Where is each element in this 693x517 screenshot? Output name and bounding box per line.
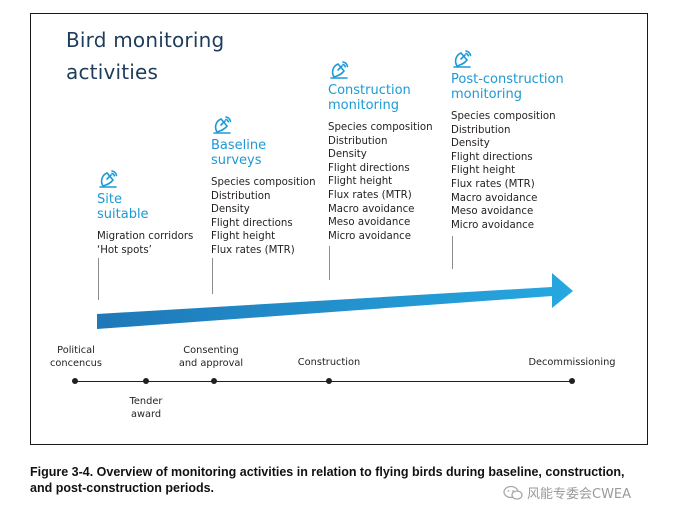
- list-item: Flux rates (MTR): [211, 244, 295, 256]
- stage-items: Migration corridors ‘Hot spots’: [97, 230, 193, 257]
- timeline-label-political-concencus: Political concencus: [50, 345, 102, 369]
- timeline-dot: [72, 378, 78, 384]
- list-item: Flight height: [211, 231, 276, 243]
- list-item: Species composition: [451, 111, 556, 122]
- title-line-2: activities: [66, 60, 159, 84]
- stage-connector-line: [329, 246, 330, 280]
- list-item: Flight directions: [328, 162, 410, 174]
- list-item: Macro avoidance: [328, 203, 415, 215]
- list-item: Distribution: [211, 190, 271, 202]
- stage-site-suitable: Site suitable Migration corridors ‘Hot s…: [97, 168, 193, 257]
- stage-heading: Baseline surveys: [211, 138, 267, 168]
- radar-dish-icon: [330, 61, 349, 79]
- stage-baseline-surveys: Baseline surveys Species composition Dis…: [211, 114, 316, 258]
- list-item: Meso avoidance: [328, 217, 411, 229]
- stage-construction-monitoring: Construction monitoring Species composit…: [328, 59, 433, 243]
- list-item: Species composition: [211, 177, 316, 188]
- timeline-dot: [143, 378, 149, 384]
- timeline-dot: [211, 378, 217, 384]
- figure-caption: Figure 3-4. Overview of monitoring activ…: [30, 465, 625, 495]
- list-item: Migration corridors: [97, 231, 194, 242]
- stage-connector-line: [452, 236, 453, 269]
- list-item: Distribution: [328, 135, 388, 147]
- radar-dish-icon: [213, 116, 232, 134]
- stage-items: Species composition Distribution Density…: [328, 121, 433, 243]
- list-item: Density: [328, 149, 367, 161]
- watermark: 风能专委会CWEA: [503, 483, 631, 502]
- stage-heading: Post-construction monitoring: [451, 72, 564, 102]
- timeline-label-tender-award: Tender award: [129, 396, 163, 420]
- stage-connector-line: [98, 258, 99, 300]
- list-item: Flight height: [451, 165, 516, 177]
- list-item: Flight directions: [211, 217, 293, 229]
- list-item: Species composition: [328, 122, 433, 133]
- progress-arrow: [97, 273, 573, 329]
- radar-dish-icon: [453, 50, 472, 68]
- list-item: Density: [211, 204, 250, 216]
- list-item: Meso avoidance: [451, 206, 534, 218]
- list-item: ‘Hot spots’: [97, 244, 152, 256]
- list-item: Flux rates (MTR): [451, 178, 535, 190]
- list-item: Macro avoidance: [451, 192, 538, 204]
- timeline-label-consenting-approval: Consenting and approval: [178, 345, 244, 369]
- stage-items: Species composition Distribution Density…: [451, 110, 564, 232]
- timeline-label-construction: Construction: [297, 357, 361, 368]
- stage-post-construction-monitoring: Post-construction monitoring Species com…: [451, 48, 564, 232]
- wechat-icon: [503, 485, 523, 500]
- timeline-axis: [75, 381, 573, 383]
- list-item: Micro avoidance: [328, 230, 412, 242]
- diagram-title: Bird monitoring activities: [66, 24, 286, 88]
- stage-connector-line: [212, 258, 213, 294]
- stage-items: Species composition Distribution Density…: [211, 176, 316, 258]
- list-item: Flux rates (MTR): [328, 189, 412, 201]
- timeline-dot: [326, 378, 332, 384]
- watermark-text: 风能专委会CWEA: [527, 487, 632, 502]
- list-item: Distribution: [451, 124, 511, 136]
- timeline-label-decommissioning: Decommissioning: [528, 357, 616, 368]
- stage-heading: Construction monitoring: [328, 83, 411, 113]
- figure-frame: [30, 13, 648, 445]
- list-item: Flight height: [328, 176, 393, 188]
- list-item: Density: [451, 138, 490, 150]
- list-item: Micro avoidance: [451, 219, 535, 231]
- stage-heading: Site suitable: [97, 192, 149, 222]
- timeline-dot: [569, 378, 575, 384]
- title-line-1: Bird monitoring: [66, 28, 225, 52]
- list-item: Flight directions: [451, 151, 533, 163]
- radar-dish-icon: [99, 170, 118, 188]
